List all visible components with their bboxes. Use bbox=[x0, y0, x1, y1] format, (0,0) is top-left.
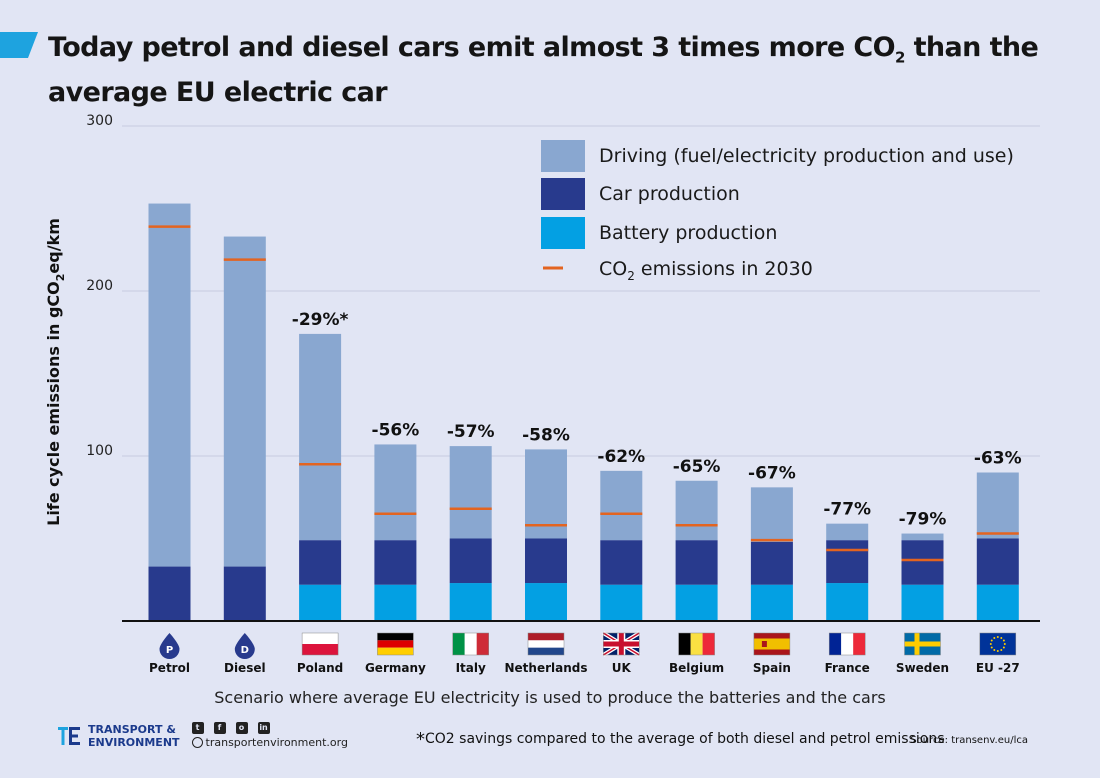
flag-germany-icon bbox=[377, 632, 414, 656]
driving-bar bbox=[449, 446, 492, 539]
legend-swatch bbox=[541, 140, 585, 172]
category-label: Sweden bbox=[896, 661, 949, 675]
fuel-icon: D bbox=[234, 633, 255, 659]
source-note: Source: transenv.eu/lca bbox=[910, 735, 1028, 746]
legend-label: Car production bbox=[599, 183, 740, 205]
car-production-bar bbox=[374, 540, 417, 585]
battery-production-bar bbox=[525, 583, 567, 621]
reduction-label: -65% bbox=[673, 457, 721, 477]
battery-production-bar bbox=[826, 583, 869, 621]
title-accent-mark bbox=[0, 32, 38, 58]
category-label: Belgium bbox=[669, 661, 724, 675]
chart-title: Today petrol and diesel cars emit almost… bbox=[48, 32, 1039, 109]
category-label: Diesel bbox=[224, 661, 266, 675]
battery-production-bar bbox=[449, 583, 492, 621]
car-production-bar bbox=[600, 540, 643, 585]
flag-netherlands-icon bbox=[527, 632, 565, 656]
facebook-icon[interactable]: f bbox=[213, 722, 226, 734]
battery-production-bar bbox=[750, 584, 793, 621]
driving-bar bbox=[223, 236, 266, 567]
legend-label: Battery production bbox=[599, 222, 777, 244]
driving-bar bbox=[600, 470, 643, 541]
category-label: Spain bbox=[753, 661, 791, 675]
car-production-bar bbox=[826, 540, 869, 584]
car-production-bar bbox=[223, 566, 266, 621]
legend-swatch bbox=[541, 217, 585, 249]
car-production-bar bbox=[901, 540, 944, 585]
car-production-bar bbox=[449, 538, 492, 584]
category-label: EU -27 bbox=[976, 661, 1020, 675]
driving-bar bbox=[299, 333, 342, 541]
y-axis-label: Life cycle emissions in gCO2eq/km bbox=[44, 218, 67, 526]
category-label: Poland bbox=[297, 661, 343, 675]
driving-bar bbox=[826, 523, 869, 541]
driving-bar bbox=[148, 203, 191, 567]
fuel-icon: P bbox=[159, 633, 180, 659]
footnote: *CO2 savings compared to the average of … bbox=[416, 729, 945, 750]
emissions-chart: 100 200 300 Life cycle emissions in gCO2eq/… bbox=[44, 113, 1040, 675]
flag-belgium-icon bbox=[678, 632, 715, 656]
y-tick-label: 200 bbox=[86, 278, 113, 294]
social-links: t f o in transportenvironment.org bbox=[191, 722, 348, 749]
website-link[interactable]: transportenvironment.org bbox=[205, 736, 348, 749]
battery-production-bar bbox=[600, 584, 643, 621]
battery-production-bar bbox=[976, 584, 1019, 621]
car-production-bar bbox=[675, 540, 718, 585]
driving-bar bbox=[374, 444, 417, 541]
reduction-label: -79% bbox=[899, 510, 947, 530]
car-production-bar bbox=[525, 538, 567, 584]
reduction-label: -67% bbox=[748, 463, 796, 483]
globe-icon bbox=[191, 737, 203, 748]
flag-sweden-icon bbox=[904, 632, 941, 656]
battery-production-bar bbox=[374, 584, 417, 621]
flag-france-icon bbox=[828, 632, 866, 656]
reduction-label: -57% bbox=[447, 422, 495, 442]
battery-production-bar bbox=[675, 584, 718, 621]
y-tick-label: 300 bbox=[86, 113, 113, 129]
legend: Driving (fuel/electricity production and… bbox=[541, 140, 1014, 283]
flag-uk-icon bbox=[602, 631, 641, 657]
car-production-bar bbox=[750, 541, 793, 585]
legend-label: Driving (fuel/electricity production and… bbox=[599, 145, 1014, 167]
reduction-label: -29%* bbox=[292, 310, 349, 330]
reduction-label: -62% bbox=[597, 447, 645, 467]
reduction-label: -77% bbox=[823, 500, 871, 520]
driving-bar bbox=[525, 449, 567, 539]
footer-brand: TRANSPORT & ENVIRONMENT t f o in transpo… bbox=[58, 722, 348, 749]
svg-text:P: P bbox=[166, 645, 173, 656]
category-label: Petrol bbox=[149, 661, 190, 675]
car-production-bar bbox=[976, 538, 1019, 585]
brand-name: TRANSPORT & ENVIRONMENT bbox=[88, 722, 180, 749]
battery-production-bar bbox=[901, 584, 944, 621]
chart-subtitle: Scenario where average EU electricity is… bbox=[214, 688, 886, 707]
transport-environment-logo-icon bbox=[58, 726, 80, 745]
flag-spain-icon bbox=[753, 632, 791, 656]
driving-bar bbox=[750, 487, 793, 542]
reduction-label: -58% bbox=[522, 425, 570, 445]
legend-label: CO2 emissions in 2030 bbox=[599, 258, 813, 283]
reduction-label: -56% bbox=[372, 420, 420, 440]
driving-bar bbox=[675, 480, 718, 541]
category-label: UK bbox=[612, 661, 632, 675]
legend-swatch bbox=[541, 178, 585, 210]
battery-production-bar bbox=[299, 584, 342, 621]
reduction-label: -63% bbox=[974, 449, 1022, 469]
car-production-bar bbox=[299, 540, 342, 585]
svg-text:D: D bbox=[241, 645, 249, 656]
twitter-icon[interactable]: t bbox=[191, 722, 204, 734]
instagram-icon[interactable]: o bbox=[235, 722, 248, 734]
category-label: Italy bbox=[456, 661, 486, 675]
linkedin-icon[interactable]: in bbox=[257, 722, 270, 734]
flag-poland-icon bbox=[301, 632, 339, 656]
category-label: France bbox=[825, 661, 870, 675]
flag-italy-icon bbox=[452, 632, 489, 656]
flag-eu-icon bbox=[979, 632, 1017, 656]
category-label: Germany bbox=[365, 661, 426, 675]
driving-bar bbox=[976, 472, 1019, 539]
car-production-bar bbox=[148, 566, 191, 621]
category-label: Netherlands bbox=[504, 661, 587, 675]
y-tick-label: 100 bbox=[86, 443, 113, 459]
driving-bar bbox=[901, 533, 944, 541]
